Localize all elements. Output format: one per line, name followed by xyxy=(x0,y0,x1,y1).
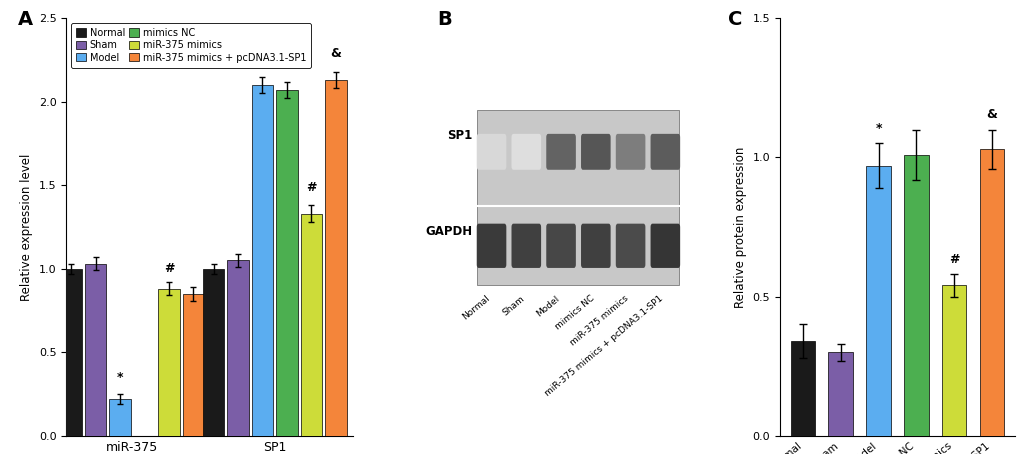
FancyBboxPatch shape xyxy=(511,224,540,268)
Bar xyxy=(865,166,890,436)
Text: GAPDH: GAPDH xyxy=(425,225,472,238)
FancyBboxPatch shape xyxy=(615,224,645,268)
Bar xyxy=(325,80,346,436)
Bar xyxy=(301,214,322,436)
FancyBboxPatch shape xyxy=(476,134,505,170)
Text: SP1: SP1 xyxy=(447,128,472,142)
Bar xyxy=(827,352,852,436)
FancyBboxPatch shape xyxy=(546,224,576,268)
Text: mimics NC: mimics NC xyxy=(552,294,595,332)
FancyBboxPatch shape xyxy=(615,134,645,170)
Text: &: & xyxy=(330,47,341,60)
Legend: Normal, Sham, Model, mimics NC, miR-375 mimics, miR-375 mimics + pcDNA3.1-SP1: Normal, Sham, Model, mimics NC, miR-375 … xyxy=(71,23,311,68)
Text: #: # xyxy=(948,253,959,266)
Text: C: C xyxy=(728,10,742,29)
Bar xyxy=(941,286,965,436)
Bar xyxy=(203,269,224,436)
Bar xyxy=(276,90,298,436)
Text: #: # xyxy=(306,181,316,193)
Bar xyxy=(85,264,106,436)
FancyBboxPatch shape xyxy=(511,134,540,170)
Text: B: B xyxy=(437,10,451,29)
FancyBboxPatch shape xyxy=(581,224,610,268)
Text: miR-375 mimics + pcDNA3.1-SP1: miR-375 mimics + pcDNA3.1-SP1 xyxy=(543,294,664,398)
Bar xyxy=(790,341,814,436)
Text: A: A xyxy=(17,10,33,29)
Bar xyxy=(978,149,1004,436)
Bar xyxy=(182,294,204,436)
Bar xyxy=(903,155,927,436)
Text: *: * xyxy=(874,122,881,135)
FancyBboxPatch shape xyxy=(650,224,680,268)
Bar xyxy=(109,399,130,436)
Text: *: * xyxy=(259,52,266,65)
Text: Model: Model xyxy=(534,294,560,318)
FancyBboxPatch shape xyxy=(650,134,680,170)
Text: Normal: Normal xyxy=(461,294,491,322)
FancyBboxPatch shape xyxy=(546,134,576,170)
Y-axis label: Relative protein expression: Relative protein expression xyxy=(734,146,746,308)
FancyBboxPatch shape xyxy=(581,134,610,170)
Bar xyxy=(60,269,82,436)
FancyBboxPatch shape xyxy=(476,224,505,268)
Text: *: * xyxy=(116,371,123,384)
Bar xyxy=(252,85,273,436)
Text: miR-375 mimics: miR-375 mimics xyxy=(569,294,630,348)
Bar xyxy=(477,110,679,286)
Y-axis label: Relative expression level: Relative expression level xyxy=(20,153,34,301)
Text: Sham: Sham xyxy=(500,294,526,317)
Text: &: & xyxy=(985,108,997,121)
Text: #: # xyxy=(163,262,174,276)
Bar xyxy=(158,289,179,436)
Bar xyxy=(227,261,249,436)
